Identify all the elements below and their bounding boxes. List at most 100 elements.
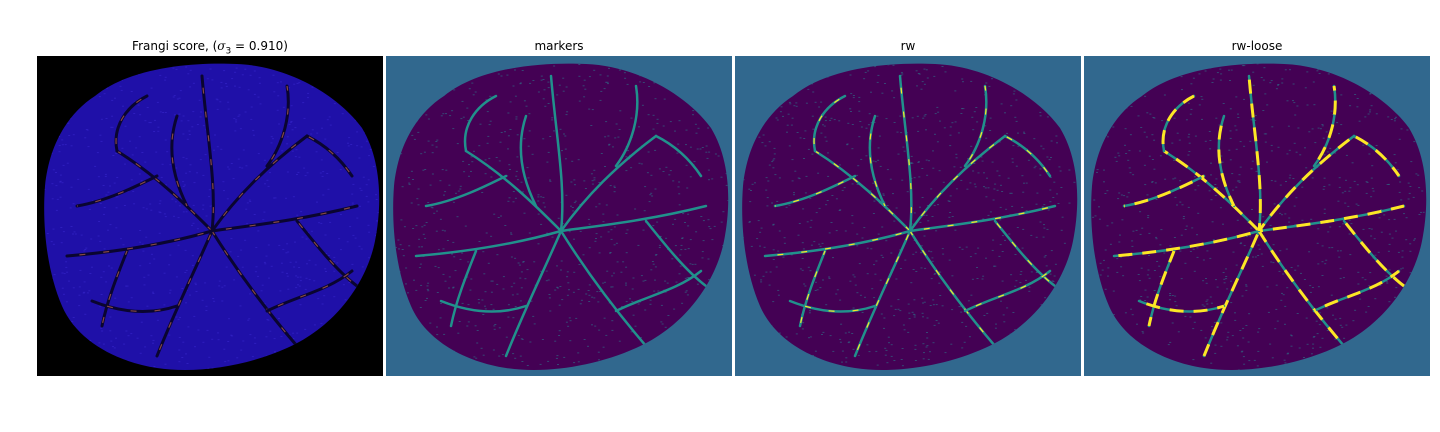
texture-speckle: [1211, 329, 1214, 331]
texture-speckle: [595, 206, 598, 208]
texture-speckle: [268, 277, 270, 279]
texture-speckle: [356, 145, 359, 147]
vessel: [644, 219, 708, 288]
texture-speckle: [626, 229, 629, 231]
texture-speckle: [583, 96, 586, 98]
texture-speckle: [178, 113, 181, 115]
texture-speckle: [870, 248, 873, 250]
texture-speckle: [1341, 192, 1344, 194]
texture-speckle: [1156, 261, 1159, 262]
texture-speckle: [926, 317, 929, 319]
texture-speckle: [1180, 76, 1183, 78]
texture-speckle: [858, 101, 861, 103]
texture-speckle: [1049, 273, 1052, 275]
texture-speckle: [1372, 190, 1375, 192]
texture-speckle: [188, 130, 191, 132]
texture-speckle: [1220, 322, 1223, 324]
texture-speckle: [593, 169, 596, 171]
texture-speckle: [967, 300, 970, 302]
texture-speckle: [1370, 235, 1373, 237]
texture-speckle: [892, 64, 895, 66]
texture-speckle: [1405, 217, 1408, 219]
texture-speckle: [452, 241, 455, 243]
texture-speckle: [618, 340, 621, 342]
texture-speckle: [803, 138, 806, 139]
texture-speckle: [864, 71, 867, 73]
texture-speckle: [1400, 199, 1403, 201]
texture-speckle: [1334, 152, 1337, 154]
texture-speckle: [326, 119, 329, 121]
texture-speckle: [811, 153, 814, 155]
texture-speckle: [1317, 286, 1320, 288]
texture-speckle: [222, 181, 225, 183]
texture-speckle: [778, 230, 781, 232]
texture-speckle: [858, 96, 861, 98]
texture-speckle: [970, 294, 973, 296]
texture-speckle: [1273, 203, 1276, 205]
texture-speckle: [1355, 203, 1358, 205]
texture-speckle: [1359, 298, 1362, 300]
texture-speckle: [199, 116, 202, 118]
texture-speckle: [856, 233, 859, 235]
texture-speckle: [1229, 80, 1231, 81]
texture-speckle: [315, 151, 318, 153]
texture-speckle: [578, 75, 581, 77]
texture-speckle: [1021, 175, 1024, 177]
texture-speckle: [955, 153, 958, 155]
texture-speckle: [1325, 259, 1328, 261]
texture-speckle: [154, 119, 156, 121]
texture-speckle: [208, 189, 211, 191]
texture-speckle: [1290, 334, 1292, 336]
texture-speckle: [775, 266, 778, 268]
vessel-highlight: [1313, 269, 1400, 313]
texture-speckle: [832, 257, 834, 259]
texture-speckle: [709, 228, 712, 230]
texture-speckle: [824, 120, 827, 122]
texture-speckle: [613, 191, 616, 193]
texture-speckle: [1013, 90, 1016, 92]
texture-speckle: [839, 341, 842, 343]
texture-speckle: [132, 190, 135, 192]
texture-speckle: [553, 65, 556, 67]
vessel-highlight: [306, 135, 353, 177]
texture-speckle: [142, 207, 145, 209]
texture-speckle: [1189, 250, 1192, 252]
texture-speckle: [1321, 275, 1324, 276]
texture-speckle: [939, 271, 942, 273]
texture-speckle: [133, 203, 136, 205]
texture-speckle: [72, 287, 75, 289]
texture-speckle: [520, 271, 523, 273]
texture-speckle: [1225, 276, 1228, 277]
texture-speckle: [1197, 212, 1200, 214]
texture-speckle: [416, 198, 419, 200]
texture-speckle: [135, 147, 138, 149]
texture-speckle: [1357, 283, 1360, 285]
texture-speckle: [175, 167, 178, 169]
texture-speckle: [588, 76, 591, 78]
texture-speckle: [492, 308, 495, 310]
texture-speckle: [475, 357, 478, 359]
texture-speckle: [1240, 351, 1243, 353]
texture-speckle: [1256, 365, 1259, 367]
texture-speckle: [1271, 357, 1274, 359]
texture-speckle: [1245, 325, 1248, 326]
texture-speckle: [789, 103, 792, 105]
texture-speckle: [848, 331, 851, 333]
texture-speckle: [887, 64, 890, 66]
texture-speckle: [839, 299, 842, 301]
texture-speckle: [1042, 148, 1045, 150]
texture-speckle: [926, 332, 928, 333]
texture-speckle: [68, 280, 70, 282]
texture-speckle: [583, 180, 586, 182]
texture-speckle: [1323, 154, 1326, 156]
texture-speckle: [59, 174, 62, 176]
texture-speckle: [922, 343, 925, 345]
texture-speckle: [1322, 188, 1325, 190]
texture-speckle: [614, 137, 617, 139]
texture-speckle: [1281, 292, 1283, 294]
texture-speckle: [994, 327, 997, 329]
texture-speckle: [649, 194, 652, 196]
texture-speckle: [1214, 184, 1217, 185]
texture-speckle: [518, 264, 521, 266]
texture-speckle: [1209, 140, 1212, 141]
